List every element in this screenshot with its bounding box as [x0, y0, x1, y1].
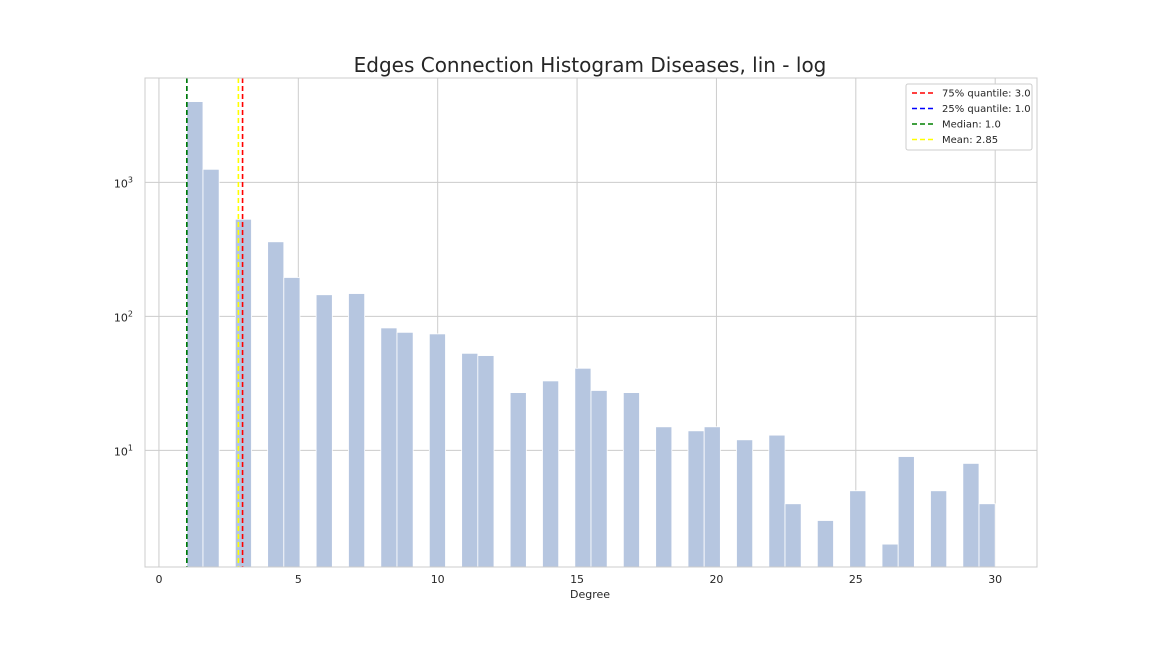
histogram-bar [736, 439, 754, 568]
x-tick-label: 20 [709, 573, 723, 586]
histogram-bar [881, 543, 899, 568]
histogram-bar [380, 327, 398, 568]
histogram-bar [267, 241, 285, 568]
legend: 75% quantile: 3.0 25% quantile: 1.0 Median… [905, 83, 1033, 151]
x-tick-label: 30 [988, 573, 1002, 586]
plot-frame [144, 77, 1038, 568]
legend-label: Median: 1.0 [942, 120, 1001, 131]
histogram-bar [930, 490, 948, 568]
x-tick-label: 0 [155, 573, 162, 586]
histogram-bar [962, 463, 980, 568]
histogram-bar [428, 333, 446, 568]
legend-label: Mean: 2.85 [942, 135, 998, 146]
histogram-bar [816, 520, 834, 568]
x-axis-label: Degree [570, 588, 610, 601]
histogram-bar [768, 434, 786, 568]
histogram-bar [655, 426, 673, 568]
histogram-bar [202, 168, 220, 568]
y-axis-ticks: 101 102 103 [114, 175, 133, 458]
histogram-bar [461, 352, 479, 568]
reference-lines [186, 78, 244, 567]
histogram-bar [542, 380, 560, 568]
x-tick-label: 25 [849, 573, 863, 586]
chart-title: Edges Connection Histogram Diseases, lin… [354, 53, 827, 77]
legend-box [905, 83, 1033, 151]
histogram-bar [687, 430, 705, 568]
histogram-bar [590, 390, 608, 568]
histogram-bar [574, 367, 592, 568]
histogram-bar [849, 490, 867, 568]
histogram-bar [622, 392, 640, 568]
histogram-bar [477, 355, 495, 568]
histogram-bar [978, 503, 996, 568]
histogram-bar [897, 456, 915, 568]
histogram-bar [396, 331, 414, 568]
histogram-bar [784, 503, 802, 568]
legend-label: 25% quantile: 1.0 [942, 104, 1031, 115]
y-tick-label: 102 [114, 309, 133, 324]
histogram-bar [283, 277, 301, 568]
histogram-bar [315, 294, 333, 568]
histogram-bar [509, 392, 527, 568]
y-tick-label: 101 [114, 443, 133, 458]
bars [186, 101, 996, 568]
legend-label: 75% quantile: 3.0 [942, 89, 1031, 100]
histogram-bar [186, 101, 204, 568]
histogram-bar [348, 293, 366, 568]
x-tick-label: 15 [570, 573, 584, 586]
x-axis-ticks: 0 5 10 15 20 25 30 [155, 573, 1002, 586]
x-tick-label: 5 [295, 573, 302, 586]
histogram-bar [703, 426, 721, 568]
y-tick-label: 103 [114, 175, 133, 190]
x-tick-label: 10 [431, 573, 445, 586]
